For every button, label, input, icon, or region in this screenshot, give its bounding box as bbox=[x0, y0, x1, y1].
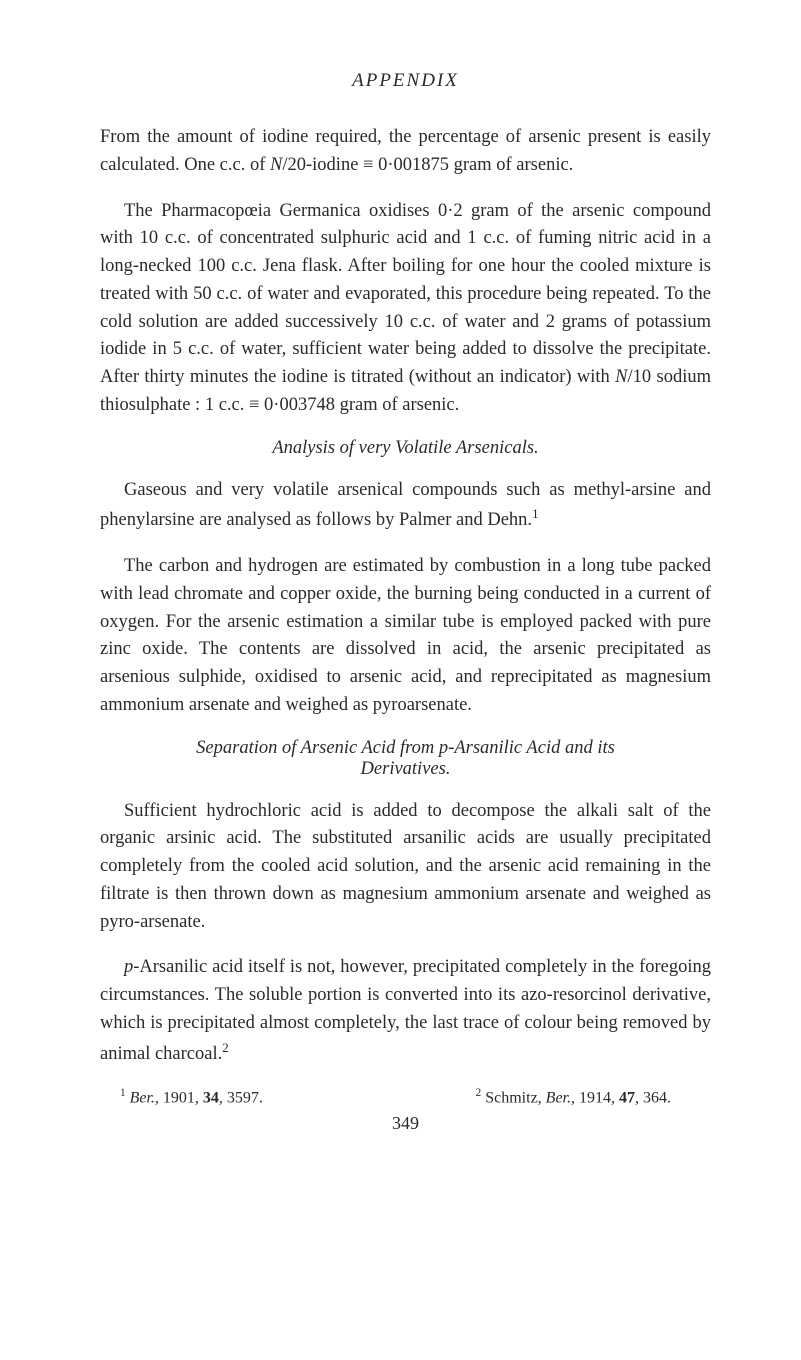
paragraph-2: The Pharmacopœia Germanica oxidises 0·2 … bbox=[100, 198, 711, 420]
page-number: 349 bbox=[100, 1113, 711, 1134]
paragraph-6: p-Arsanilic acid itself is not, however,… bbox=[100, 954, 711, 1068]
paragraph-3: Gaseous and very volatile arsenical comp… bbox=[100, 477, 711, 536]
appendix-header: APPENDIX bbox=[100, 70, 711, 92]
footnote-references: 1 Ber., 1901, 34, 3597. 2 Schmitz, Ber.,… bbox=[100, 1087, 711, 1107]
paragraph-4: The carbon and hydrogen are estimated by… bbox=[100, 553, 711, 720]
paragraph-1: From the amount of iodine required, the … bbox=[100, 124, 711, 180]
footnote-ref-2: 2 Schmitz, Ber., 1914, 47, 364. bbox=[476, 1087, 671, 1107]
section-title-separation: Separation of Arsenic Acid from p-Arsani… bbox=[100, 738, 711, 780]
section-title-analysis: Analysis of very Volatile Arsenicals. bbox=[100, 438, 711, 459]
footnote-ref-1: 1 Ber., 1901, 34, 3597. bbox=[120, 1087, 263, 1107]
paragraph-5: Sufficient hydrochloric acid is added to… bbox=[100, 798, 711, 937]
